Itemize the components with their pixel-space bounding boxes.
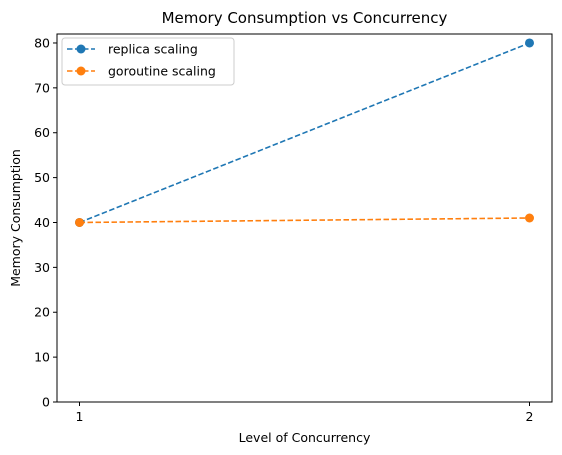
legend-label: replica scaling — [108, 42, 198, 57]
series-point-1 — [525, 213, 534, 223]
y-tick-label: 30 — [34, 260, 50, 275]
series-point-0 — [525, 38, 534, 48]
axes-frame — [56, 33, 553, 403]
series-line-1 — [79, 217, 530, 224]
x-tick-label: 2 — [526, 409, 534, 424]
legend-marker — [76, 66, 86, 76]
x-axis-label: Level of Concurrency — [239, 430, 371, 445]
y-tick-label: 60 — [34, 125, 50, 140]
legend: replica scaling goroutine scaling — [61, 37, 235, 86]
y-tick-label: 40 — [34, 215, 50, 230]
y-tick-label: 80 — [34, 35, 50, 50]
y-axis: 0 10 20 30 40 50 60 70 80 — [34, 35, 57, 410]
y-tick-label: 20 — [34, 305, 50, 320]
legend-label: goroutine scaling — [108, 64, 216, 79]
legend-box — [61, 37, 235, 86]
series-line-0 — [79, 42, 530, 224]
y-tick-label: 10 — [34, 350, 50, 365]
y-tick-label: 50 — [34, 170, 50, 185]
chart-title: Memory Consumption vs Concurrency — [162, 9, 448, 27]
series-point-1 — [75, 217, 84, 227]
y-tick-label: 0 — [42, 395, 50, 410]
y-tick-label: 70 — [34, 80, 50, 95]
legend-marker — [76, 44, 86, 54]
y-axis-label: Memory Consumption — [8, 149, 23, 287]
plot-area — [75, 38, 534, 227]
x-tick-label: 1 — [76, 409, 84, 424]
